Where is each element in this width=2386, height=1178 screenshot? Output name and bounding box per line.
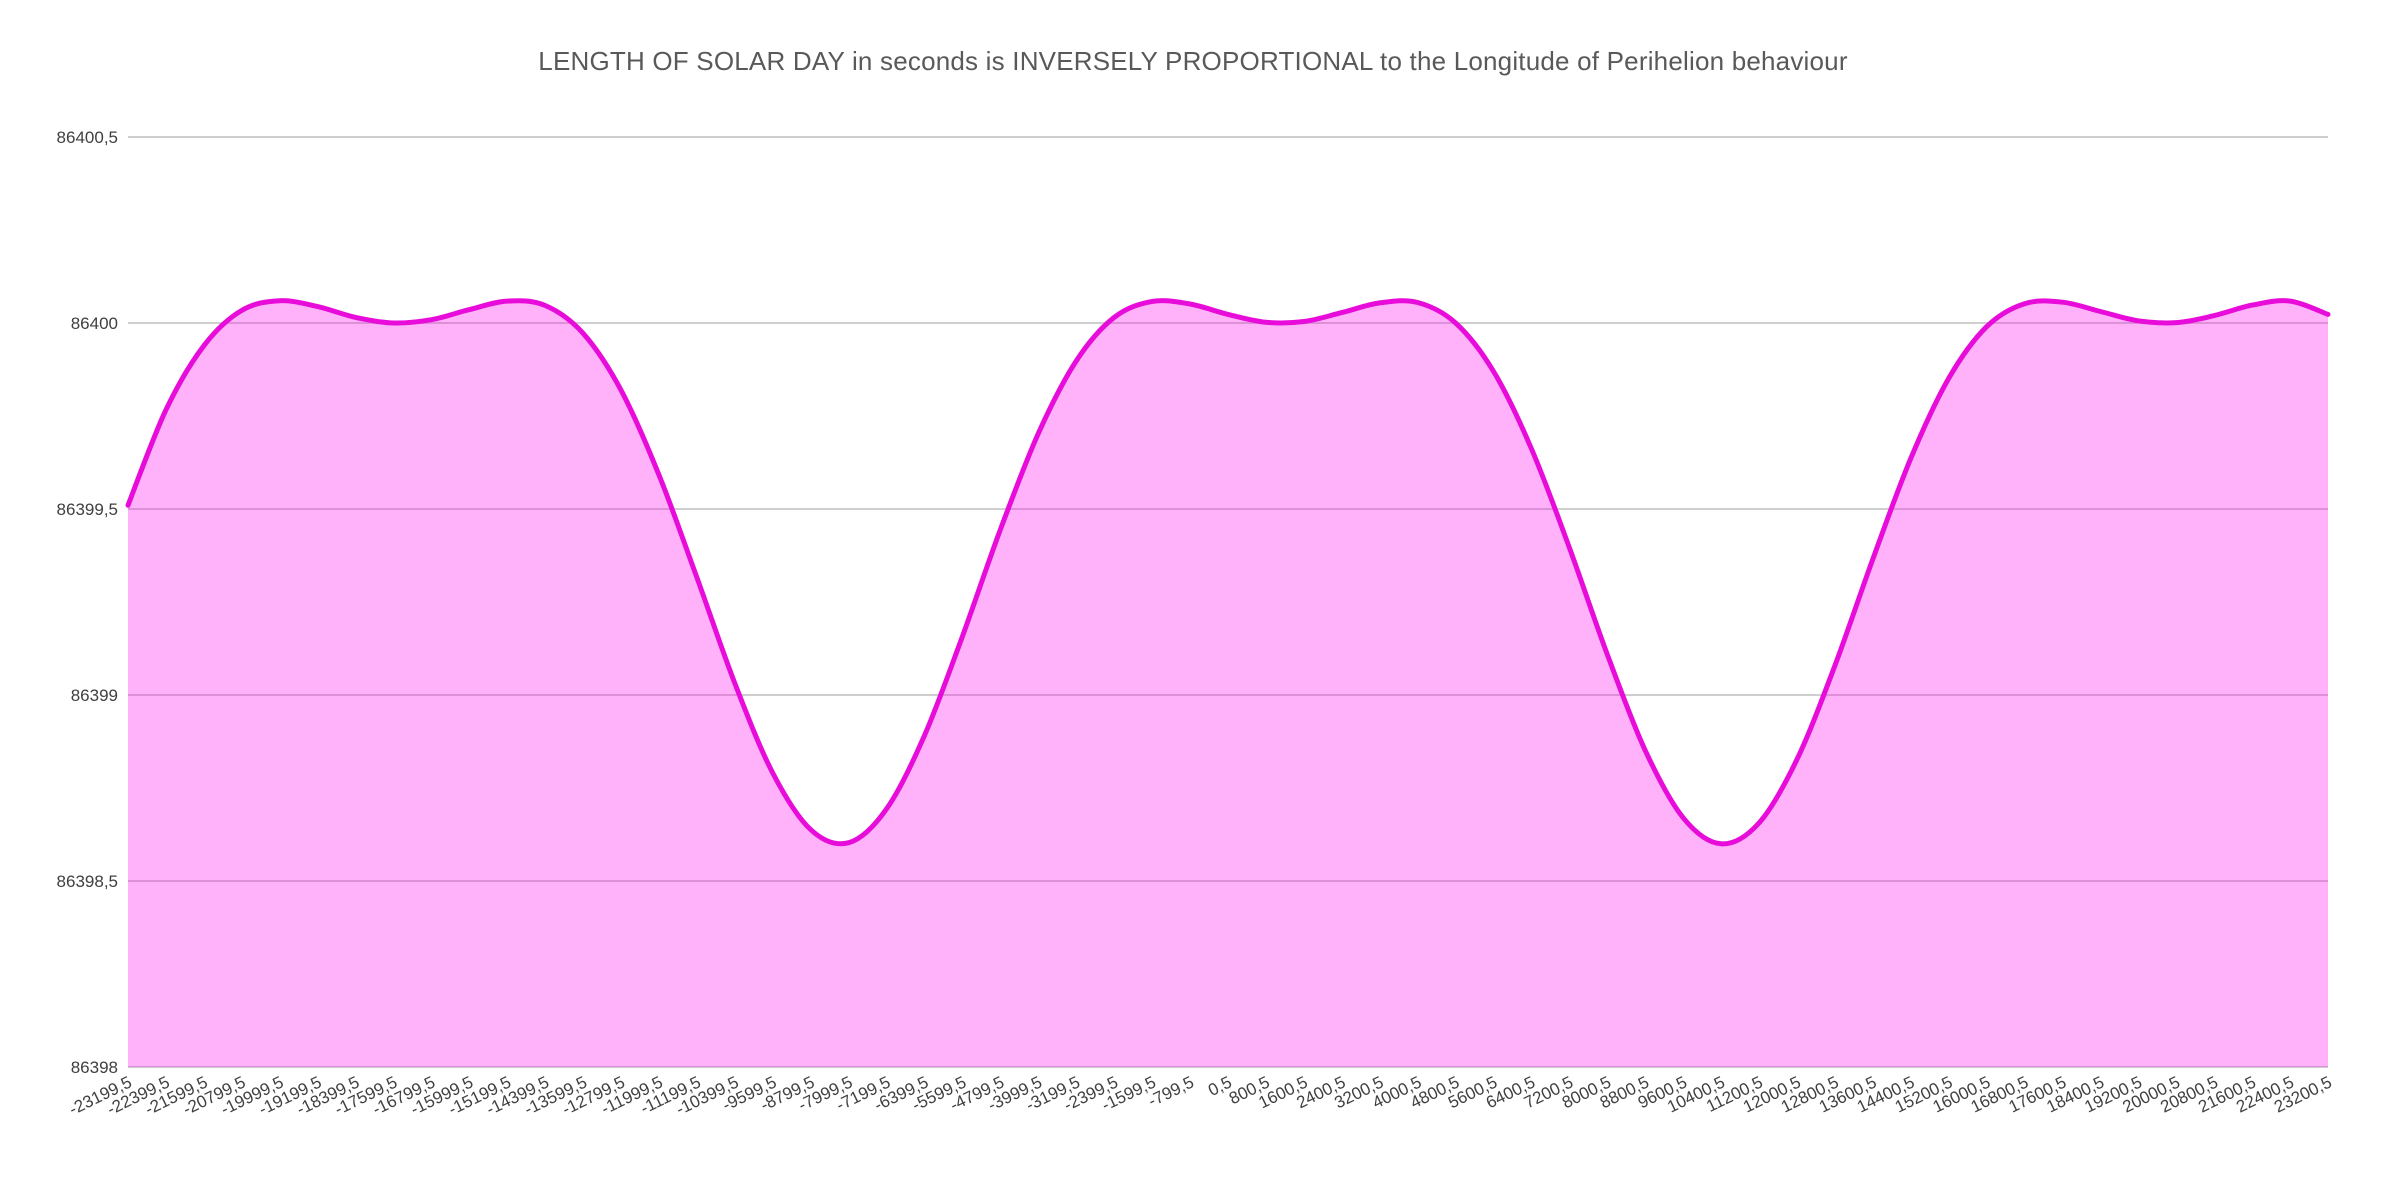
y-tick-label: 86400 — [71, 314, 118, 333]
chart-title: LENGTH OF SOLAR DAY in seconds is INVERS… — [538, 46, 1848, 76]
area-fill — [128, 300, 2328, 1067]
y-tick-label: 86399 — [71, 686, 118, 705]
y-axis-tick-labels: 86400,5 86400 86399,5 86399 86398,5 86398 — [57, 128, 118, 1077]
y-tick-label: 86398 — [71, 1058, 118, 1077]
series-layer — [125, 298, 2331, 1067]
y-tick-label: 86399,5 — [57, 500, 118, 519]
series-line — [125, 298, 2331, 847]
gridlines-layer — [128, 136, 2328, 1068]
x-axis-tick-labels: -23199,5-22399,5-21599,5-20799,5-19999,5… — [66, 1073, 2335, 1120]
y-tick-label: 86398,5 — [57, 872, 118, 891]
y-tick-label: 86400,5 — [57, 128, 118, 147]
